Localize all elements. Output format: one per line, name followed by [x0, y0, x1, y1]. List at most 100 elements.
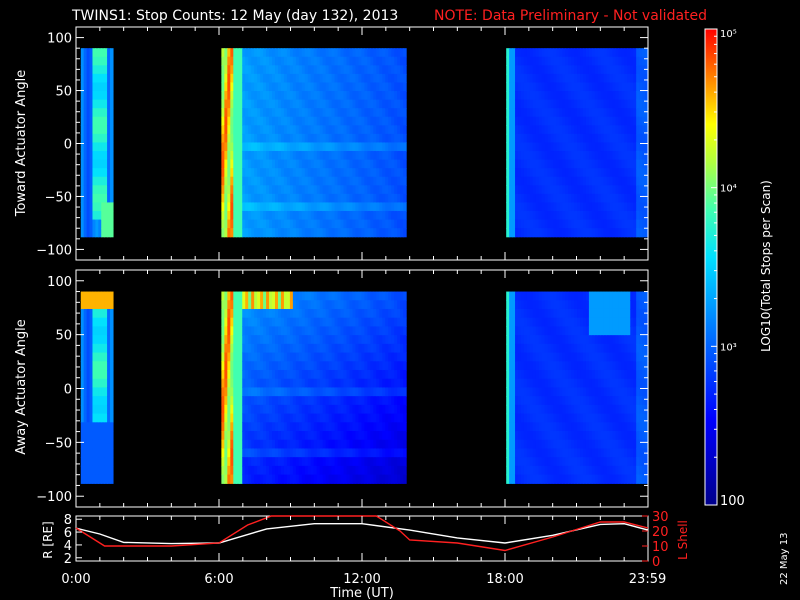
- heatmap-cell: [301, 228, 306, 238]
- heatmap-cell: [277, 202, 282, 212]
- heatmap-cell: [642, 125, 646, 135]
- heatmap-cell: [594, 108, 599, 118]
- heatmap-cell: [110, 465, 114, 476]
- heatmap-cell: [355, 308, 360, 319]
- heatmap-cell: [254, 317, 258, 328]
- heatmap-cell: [376, 142, 380, 152]
- heatmap-cell: [364, 219, 368, 229]
- heatmap-cell: [257, 56, 261, 66]
- heatmap-cell: [224, 108, 228, 118]
- heatmap-cell: [379, 369, 383, 380]
- heatmap-cell: [331, 369, 336, 380]
- heatmap-cell: [230, 439, 234, 450]
- heatmap-cell: [400, 133, 404, 144]
- heatmap-cell: [307, 457, 312, 467]
- heatmap-cell: [367, 168, 371, 178]
- heatmap-cell: [233, 133, 237, 144]
- away-heatmap: [80, 291, 649, 484]
- heatmap-cell: [221, 82, 225, 92]
- heatmap-cell: [221, 300, 225, 310]
- heatmap-cell: [337, 73, 342, 84]
- heatmap-cell: [89, 439, 94, 450]
- heatmap-cell: [233, 82, 237, 92]
- heatmap-cell: [600, 65, 605, 75]
- heatmap-cell: [538, 193, 543, 204]
- heatmap-cell: [227, 396, 231, 406]
- heatmap-cell: [233, 300, 237, 310]
- heatmap-cell: [316, 396, 321, 406]
- heatmap-cell: [275, 439, 279, 450]
- heatmap-cell: [382, 317, 386, 328]
- heatmap-cell: [349, 116, 354, 126]
- heatmap-cell: [394, 448, 398, 458]
- heatmap-cell: [248, 142, 252, 152]
- heatmap-cell: [603, 82, 608, 92]
- heatmap-cell: [86, 48, 91, 58]
- heatmap-cell: [364, 326, 368, 336]
- heatmap-cell: [304, 343, 309, 354]
- heatmap-cell: [280, 151, 285, 161]
- toward-y-label: Toward Actuator Angle: [14, 70, 29, 217]
- heatmap-cell: [98, 369, 102, 380]
- heatmap-cell: [269, 185, 273, 195]
- heatmap-cell: [283, 387, 288, 397]
- heatmap-cell: [227, 465, 231, 476]
- heatmap-cell: [565, 335, 569, 345]
- heatmap-cell: [275, 116, 279, 126]
- heatmap-cell: [645, 108, 649, 118]
- heatmap-cell: [289, 396, 294, 406]
- heatmap-cell: [506, 439, 510, 450]
- heatmap-cell: [355, 210, 360, 221]
- heatmap-cell: [520, 125, 525, 135]
- heatmap-cell: [541, 65, 546, 75]
- heatmap-cell: [565, 308, 569, 319]
- heatmap-cell: [266, 108, 270, 118]
- heatmap-cell: [550, 125, 555, 135]
- heatmap-cell: [334, 457, 339, 467]
- heatmap-cell: [506, 474, 510, 484]
- heatmap-cell: [541, 457, 546, 467]
- heatmap-cell: [373, 116, 377, 126]
- heatmap-cell: [298, 56, 303, 66]
- heatmap-cell: [568, 308, 572, 319]
- heatmap-cell: [509, 369, 513, 380]
- heatmap-cell: [529, 228, 534, 238]
- heatmap-cell: [289, 219, 294, 229]
- heatmap-cell: [376, 65, 380, 75]
- heatmap-cell: [275, 352, 279, 362]
- heatmap-cell: [612, 202, 617, 212]
- heatmap-cell: [606, 91, 611, 101]
- heatmap-cell: [254, 210, 258, 221]
- heatmap-cell: [382, 176, 386, 186]
- heatmap-cell: [319, 176, 324, 186]
- heatmap-cell: [526, 422, 531, 432]
- heatmap-cell: [110, 291, 114, 301]
- heatmap-cell: [331, 474, 336, 484]
- heatmap-cell: [257, 422, 261, 432]
- heatmap-cell: [397, 91, 401, 101]
- heatmap-cell: [355, 317, 360, 328]
- heatmap-cell: [343, 82, 348, 92]
- heatmap-cell: [639, 108, 643, 118]
- heatmap-cell: [594, 193, 599, 204]
- heatmap-cell: [292, 448, 297, 458]
- heatmap-cell: [355, 116, 360, 126]
- heatmap-cell: [583, 369, 587, 380]
- heatmap-cell: [568, 176, 572, 186]
- heatmap-cell: [257, 125, 261, 135]
- heatmap-cell: [538, 73, 543, 84]
- heatmap-cell: [403, 176, 407, 186]
- heatmap-cell: [358, 422, 362, 432]
- heatmap-cell: [541, 73, 546, 84]
- heatmap-cell: [403, 73, 407, 84]
- heatmap-cell: [515, 465, 519, 476]
- heatmap-cell: [319, 369, 324, 380]
- heatmap-cell: [334, 125, 339, 135]
- heatmap-cell: [340, 82, 345, 92]
- heatmap-cell: [373, 439, 377, 450]
- heatmap-cell: [559, 361, 563, 371]
- heatmap-cell: [580, 48, 584, 58]
- heatmap-cell: [370, 116, 374, 126]
- heatmap-cell: [580, 228, 584, 238]
- heatmap-cell: [512, 439, 516, 450]
